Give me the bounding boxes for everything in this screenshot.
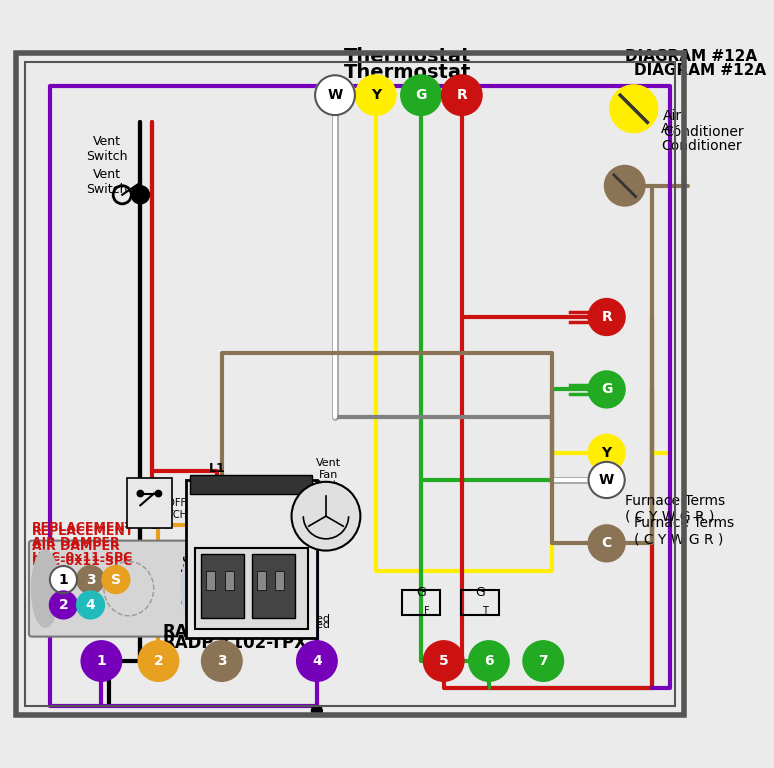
Text: T: T bbox=[482, 606, 488, 616]
Text: L1: L1 bbox=[209, 462, 226, 475]
Circle shape bbox=[77, 591, 104, 618]
Circle shape bbox=[588, 462, 625, 498]
Bar bbox=[276, 571, 284, 591]
Text: DIAGRAM #12A: DIAGRAM #12A bbox=[625, 48, 757, 64]
Text: Air
Conditioner: Air Conditioner bbox=[663, 109, 743, 139]
Text: 3: 3 bbox=[86, 573, 95, 587]
Text: ON/OFF
SWITCH
OPT.: ON/OFF SWITCH OPT. bbox=[149, 498, 187, 531]
Text: G: G bbox=[475, 585, 485, 598]
Text: Thermostat: Thermostat bbox=[344, 47, 471, 66]
Text: 120 Vac: 120 Vac bbox=[196, 515, 206, 564]
Circle shape bbox=[77, 566, 104, 593]
Text: Vent
Switch: Vent Switch bbox=[86, 135, 128, 163]
Text: Furnace Terms
( C Y W G R ): Furnace Terms ( C Y W G R ) bbox=[634, 516, 734, 546]
Bar bbox=[224, 571, 234, 591]
Text: 120 Vac: 120 Vac bbox=[183, 555, 193, 604]
Circle shape bbox=[297, 641, 337, 681]
Ellipse shape bbox=[32, 550, 59, 627]
Text: G: G bbox=[416, 585, 426, 598]
Text: W: W bbox=[599, 473, 615, 487]
Text: C: C bbox=[601, 536, 611, 551]
Circle shape bbox=[202, 641, 241, 681]
Circle shape bbox=[588, 371, 625, 408]
Bar bbox=[257, 571, 266, 591]
Bar bbox=[190, 475, 313, 494]
Circle shape bbox=[610, 85, 657, 132]
Circle shape bbox=[132, 186, 149, 204]
Circle shape bbox=[523, 641, 563, 681]
Text: REPLACEMENT
AIR DAMPER
HAC-0x11-SPC: REPLACEMENT AIR DAMPER HAC-0x11-SPC bbox=[32, 525, 134, 568]
Text: 3: 3 bbox=[217, 654, 227, 668]
Text: DIAGRAM #12A: DIAGRAM #12A bbox=[634, 64, 766, 78]
Text: RADP-1102-TPX: RADP-1102-TPX bbox=[163, 623, 308, 641]
Text: W: W bbox=[327, 88, 343, 102]
Circle shape bbox=[50, 566, 77, 593]
Circle shape bbox=[50, 591, 77, 618]
Text: Vent
Switch: Vent Switch bbox=[86, 167, 128, 196]
Circle shape bbox=[588, 525, 625, 561]
Bar bbox=[186, 480, 317, 638]
Circle shape bbox=[604, 166, 645, 206]
Circle shape bbox=[81, 641, 122, 681]
Circle shape bbox=[315, 75, 355, 115]
Circle shape bbox=[588, 299, 625, 335]
Bar bbox=[402, 590, 440, 615]
Text: 2: 2 bbox=[153, 654, 163, 668]
Text: REPLACEMENT
AIR DAMPER
HAC-0x11-SPC: REPLACEMENT AIR DAMPER HAC-0x11-SPC bbox=[32, 521, 134, 564]
Bar bbox=[207, 571, 215, 591]
Text: F: F bbox=[423, 606, 430, 616]
Bar bbox=[195, 548, 308, 629]
Text: Furnace Terms
( C Y W G R ): Furnace Terms ( C Y W G R ) bbox=[625, 494, 725, 524]
Circle shape bbox=[356, 75, 396, 115]
Circle shape bbox=[401, 75, 441, 115]
Text: Live  /  Controlled: Live / Controlled bbox=[231, 621, 330, 631]
Bar bbox=[252, 554, 295, 617]
Text: 4: 4 bbox=[312, 654, 322, 668]
Text: R: R bbox=[457, 88, 467, 102]
Text: Thermostat: Thermostat bbox=[344, 64, 471, 82]
Circle shape bbox=[139, 641, 178, 681]
Circle shape bbox=[292, 482, 361, 551]
Bar bbox=[201, 554, 245, 617]
Text: G: G bbox=[416, 88, 426, 102]
Circle shape bbox=[588, 435, 625, 471]
FancyBboxPatch shape bbox=[29, 541, 211, 637]
Circle shape bbox=[156, 491, 162, 497]
Ellipse shape bbox=[181, 549, 217, 628]
Text: 6: 6 bbox=[484, 654, 494, 668]
Text: S: S bbox=[111, 573, 121, 587]
Text: RADP-1102-TPX: RADP-1102-TPX bbox=[163, 634, 308, 652]
Bar bbox=[127, 478, 172, 528]
Text: 5: 5 bbox=[439, 654, 448, 668]
Text: 2: 2 bbox=[59, 598, 68, 612]
Circle shape bbox=[137, 491, 143, 497]
Text: L1: L1 bbox=[209, 482, 226, 495]
Circle shape bbox=[442, 75, 481, 115]
Text: 7: 7 bbox=[539, 654, 548, 668]
Text: Air
Conditioner: Air Conditioner bbox=[661, 122, 741, 153]
Text: R: R bbox=[601, 310, 612, 324]
Circle shape bbox=[311, 706, 322, 717]
Circle shape bbox=[469, 641, 509, 681]
Text: 4: 4 bbox=[86, 598, 95, 612]
Text: ON/OFF
SWITCH
OPT.: ON/OFF SWITCH OPT. bbox=[128, 496, 166, 529]
Circle shape bbox=[102, 566, 129, 593]
Text: Y: Y bbox=[371, 88, 381, 102]
Bar bbox=[461, 590, 499, 615]
Text: Vent
Fan: Vent Fan bbox=[313, 480, 338, 502]
Circle shape bbox=[423, 641, 464, 681]
Text: G: G bbox=[601, 382, 612, 396]
Text: Vent
Fan: Vent Fan bbox=[316, 458, 341, 480]
Text: 1: 1 bbox=[59, 573, 68, 587]
Text: Y: Y bbox=[601, 445, 611, 460]
Text: Live  /  Controlled: Live / Controlled bbox=[231, 614, 330, 624]
Text: 1: 1 bbox=[97, 654, 106, 668]
